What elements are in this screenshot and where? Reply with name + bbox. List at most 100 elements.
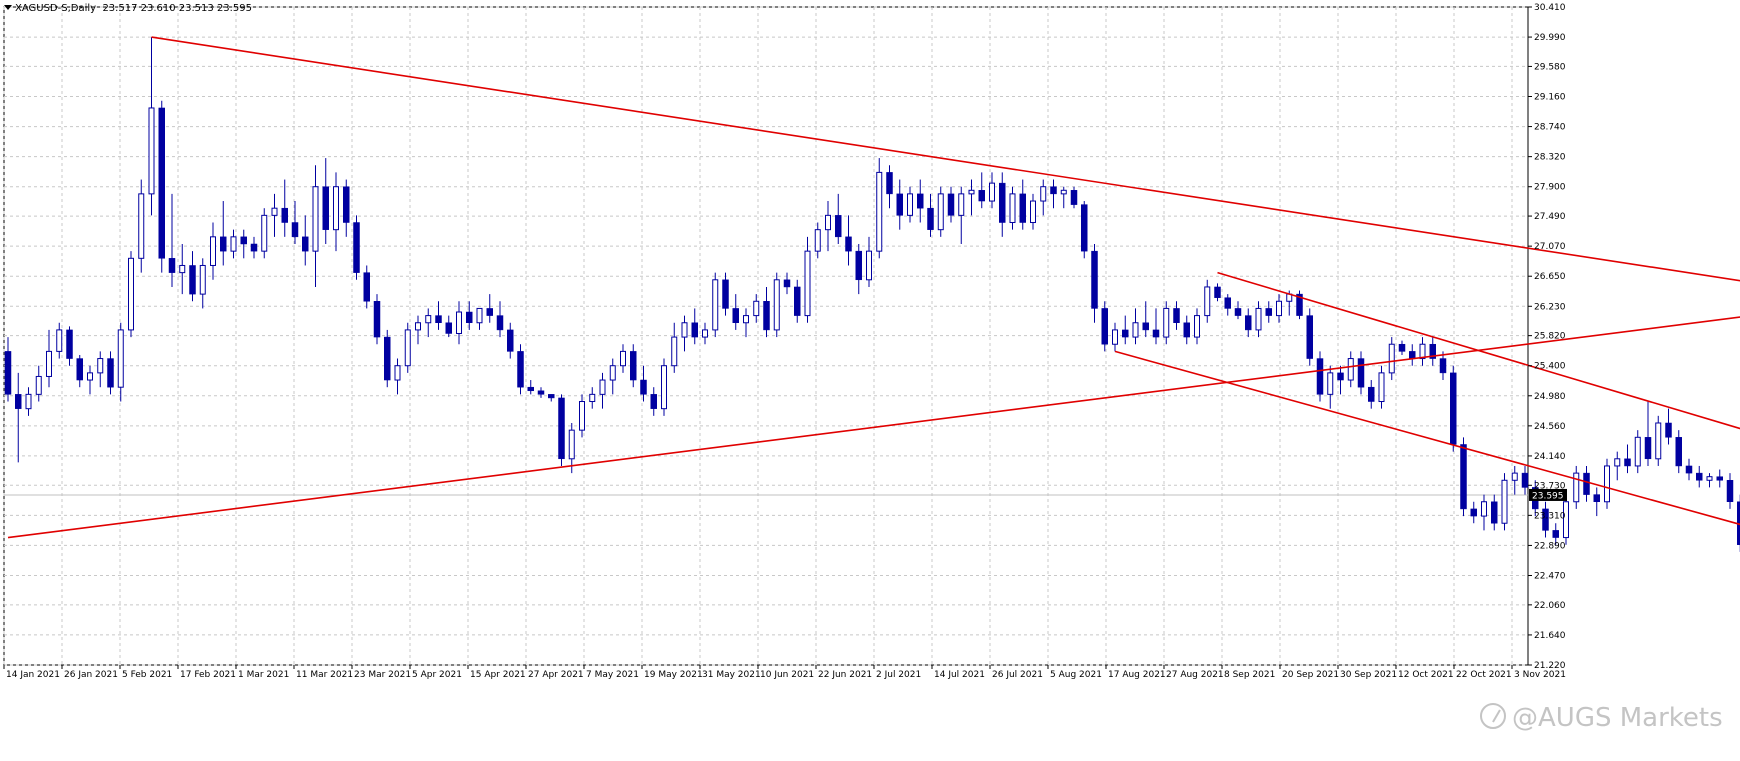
candle-body-bear: [630, 351, 637, 381]
y-tick-label: 21.640: [1534, 631, 1566, 641]
candle-body-bear: [1101, 308, 1108, 345]
candle-body-bull: [1204, 286, 1211, 317]
augs-logo-icon: [1480, 703, 1506, 729]
watermark-text: @AUGS Markets: [1512, 703, 1723, 733]
x-tick-label: 27 Aug 2021: [1166, 670, 1224, 680]
candle-body-bear: [486, 308, 493, 316]
candle-body-bull: [128, 257, 134, 331]
candle-body-bull: [179, 264, 186, 274]
y-tick-label: 25.400: [1534, 362, 1566, 372]
x-tick-label: 5 Aug 2021: [1050, 670, 1102, 680]
candle-body-bear: [302, 236, 309, 252]
x-tick-label: 23 Mar 2021: [354, 670, 411, 680]
candle-body-bear: [1368, 386, 1375, 402]
candle-body-bear: [1583, 472, 1590, 495]
candle-body-bull: [25, 393, 32, 410]
y-tick-label: 21.220: [1534, 661, 1566, 671]
candle-body-bull: [404, 329, 411, 367]
candle-body-bull: [968, 189, 975, 195]
candle-body-bear: [691, 322, 698, 338]
candle-body-bear: [927, 207, 934, 230]
candle-body-bear: [783, 279, 791, 288]
candle-body-bull: [148, 107, 155, 195]
y-tick-label: 22.060: [1534, 601, 1566, 611]
y-tick-label: 24.560: [1534, 422, 1566, 432]
candle-body-bear: [1173, 308, 1180, 324]
candle-body-bull: [579, 401, 585, 431]
candle-body-bull: [609, 365, 616, 381]
x-tick-label: 14 Jan 2021: [6, 670, 60, 680]
candle-body-bear: [1644, 437, 1652, 460]
candle-body-bear: [1470, 508, 1477, 517]
candle-body-bull: [825, 214, 831, 231]
x-tick-label: 17 Feb 2021: [180, 670, 236, 680]
candle-body-bear: [1542, 508, 1549, 531]
candle-body-bull: [394, 365, 401, 381]
candle-body-bull: [804, 250, 811, 317]
grid: [3, 6, 1529, 666]
candle-body-bear: [363, 272, 370, 302]
candle-body-bear: [1593, 494, 1600, 503]
candle-body-bear: [1183, 322, 1190, 338]
candle-body-bull: [230, 236, 237, 252]
candle-body-bull: [866, 250, 872, 281]
y-tick-label: 28.320: [1534, 153, 1566, 163]
x-tick-label: 3 Nov 2021: [1514, 670, 1566, 680]
x-tick-label: 1 Mar 2021: [238, 670, 289, 680]
candle-body-bull: [620, 350, 626, 367]
candle-body-bull: [1163, 307, 1170, 338]
candle-body-bull: [1501, 479, 1508, 524]
candle-body-bear: [384, 336, 391, 381]
x-tick-label: 22 Jun 2021: [818, 670, 872, 680]
candle-body-bull: [814, 229, 821, 252]
y-tick-label: 25.820: [1534, 332, 1566, 342]
candle-body-bull: [1347, 358, 1354, 381]
candle-body-bull: [1194, 315, 1200, 338]
x-axis: 14 Jan 2021 26 Jan 2021 5 Feb 2021 17 Feb 2…: [3, 665, 1566, 680]
watermark: @AUGS Markets: [1480, 703, 1723, 733]
candle-body-bull: [1378, 372, 1385, 403]
chart-header: XAGUSD-S,Daily 23.517 23.610 23.513 23.5…: [4, 3, 252, 14]
candle-body-bear: [1491, 501, 1498, 524]
candle-body-bull: [1132, 322, 1139, 338]
candle-body-bear: [722, 279, 729, 309]
candle-body-bear: [1296, 293, 1303, 316]
candle-body-bear: [445, 322, 452, 334]
y-tick-label: 26.650: [1534, 272, 1566, 282]
candle-body-bull: [989, 182, 995, 202]
x-tick-label: 31 May 2021: [702, 670, 761, 680]
candle-body-bear: [1552, 530, 1559, 538]
x-tick-label: 26 Jan 2021: [64, 670, 118, 680]
candle-body-bear: [1265, 308, 1272, 316]
candle-body-bull: [907, 193, 913, 216]
dropdown-triangle-icon[interactable]: [4, 5, 12, 10]
x-tick-label: 20 Sep 2021: [1282, 670, 1339, 680]
candle-body-bear: [917, 193, 924, 209]
y-tick-label: 27.070: [1534, 242, 1566, 252]
candle-body-bear: [1337, 372, 1344, 381]
candle-body-bear: [1245, 315, 1252, 331]
candle-body-bull: [1040, 186, 1047, 202]
candle-body-bear: [794, 286, 801, 316]
candle-body-bull: [1112, 329, 1118, 345]
candle-body-bear: [240, 236, 247, 245]
candle-body-bear: [1460, 444, 1467, 510]
current-price-label: 23.595: [1532, 491, 1564, 501]
candle-body-bull: [271, 207, 278, 216]
candle-body-bull: [333, 186, 339, 231]
candle-body-bull: [958, 193, 965, 216]
y-tick-label: 26.230: [1534, 302, 1566, 312]
candle-body-bull: [138, 193, 145, 259]
x-tick-label: 19 May 2021: [644, 670, 703, 680]
candle-body-bear: [537, 390, 545, 395]
candle-body-bear: [999, 182, 1006, 223]
x-tick-label: 7 May 2021: [586, 670, 639, 680]
x-tick-label: 5 Apr 2021: [412, 670, 462, 680]
candle-body-bear: [1450, 372, 1457, 445]
candle-body-bear: [1122, 329, 1129, 338]
y-tick-label: 29.580: [1534, 62, 1566, 72]
candle-body-bull: [97, 358, 104, 374]
y-tick-label: 24.980: [1534, 392, 1566, 402]
